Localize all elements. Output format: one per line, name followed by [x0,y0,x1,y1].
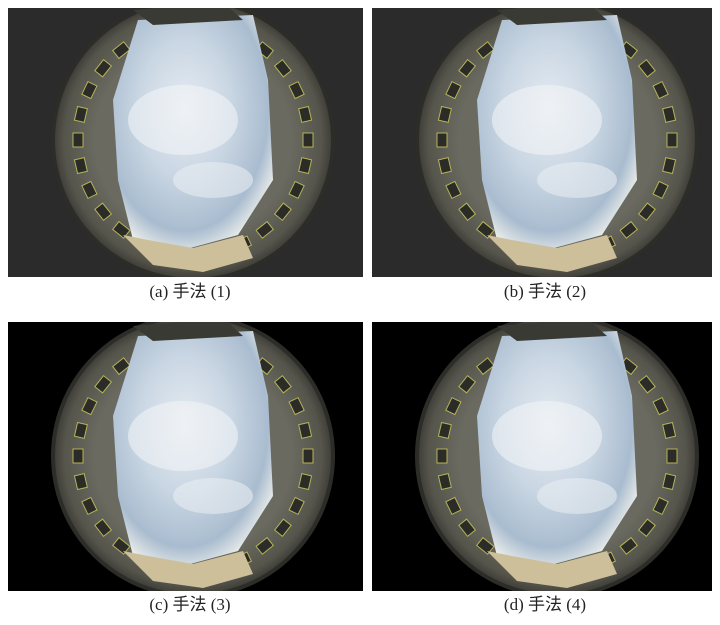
image-b [372,8,712,277]
caption: (c) 手法 (3) [149,595,230,614]
caption: (a) 手法 (1) [149,282,230,301]
image-d [372,322,712,591]
image-a [8,8,363,277]
image-c [8,322,363,591]
caption: (b) 手法 (2) [504,282,586,301]
caption: (d) 手法 (4) [504,595,586,614]
